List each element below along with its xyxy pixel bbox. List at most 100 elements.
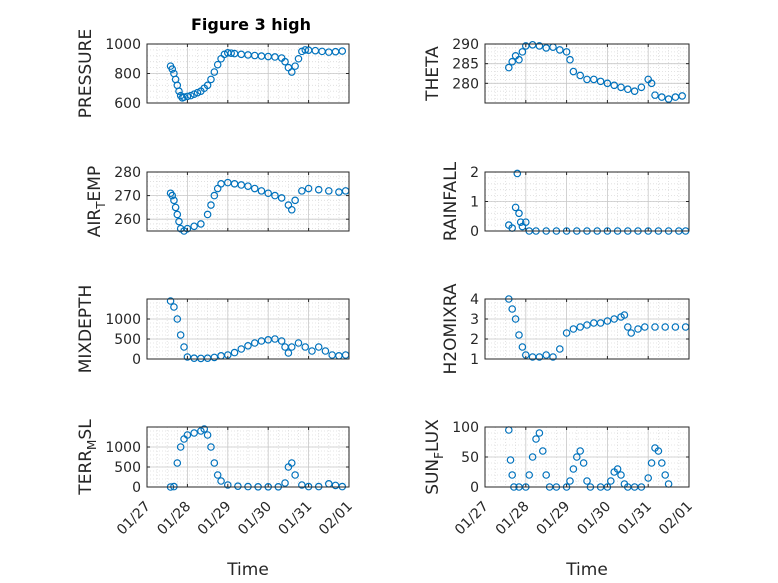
data-point bbox=[508, 57, 517, 66]
data-point bbox=[671, 323, 680, 331]
data-point bbox=[203, 210, 212, 219]
data-point bbox=[508, 305, 517, 313]
data-point bbox=[647, 79, 656, 88]
data-point bbox=[175, 217, 183, 226]
data-point bbox=[613, 465, 622, 473]
data-point bbox=[657, 459, 666, 467]
data-point bbox=[603, 79, 612, 88]
x-tick-label: 01/30 bbox=[574, 499, 614, 539]
y-tick-label: 800 bbox=[114, 67, 141, 83]
data-point bbox=[200, 425, 209, 433]
data-point bbox=[294, 339, 303, 347]
x-tick-label: 02/01 bbox=[656, 499, 696, 539]
data-point bbox=[173, 210, 182, 219]
y-tick-label: 3 bbox=[470, 312, 479, 328]
data-point bbox=[528, 453, 537, 461]
y-tick-label: 285 bbox=[452, 57, 479, 73]
data-point bbox=[298, 187, 306, 195]
x-axis-label: Time bbox=[226, 560, 269, 580]
data-point bbox=[637, 83, 646, 92]
y-axis-label: RAINFALL bbox=[441, 161, 461, 241]
x-tick-label: 02/01 bbox=[316, 499, 356, 539]
data-point bbox=[180, 93, 188, 101]
y-axis-label: MIXDEPTH bbox=[76, 285, 96, 374]
data-point bbox=[314, 185, 323, 194]
data-point bbox=[569, 325, 578, 333]
data-point bbox=[538, 447, 547, 455]
data-point bbox=[183, 431, 192, 439]
data-point bbox=[271, 191, 279, 200]
data-point bbox=[173, 459, 182, 467]
data-point bbox=[596, 77, 605, 86]
data-point bbox=[183, 92, 192, 101]
data-point bbox=[301, 343, 310, 351]
y-tick-label: 0 bbox=[132, 352, 141, 368]
y-tick-label: 4 bbox=[470, 292, 479, 308]
data-point bbox=[542, 351, 551, 359]
data-point bbox=[518, 48, 527, 56]
data-point bbox=[244, 182, 252, 190]
data-point bbox=[207, 75, 215, 84]
y-tick-label: 280 bbox=[452, 76, 479, 92]
data-point bbox=[210, 191, 219, 200]
data-point bbox=[647, 459, 656, 467]
data-point bbox=[175, 87, 183, 96]
data-point bbox=[562, 329, 571, 337]
y-tick-label: 500 bbox=[114, 460, 141, 476]
x-tick-label: 01/27 bbox=[114, 499, 154, 539]
data-point bbox=[535, 353, 544, 361]
y-tick-label: 1 bbox=[470, 352, 479, 368]
panel-sun-flux: 0 50 100 SUNFLUX 01/27 01/28 01/29 01/30 01/31 02… bbox=[423, 419, 696, 580]
data-point bbox=[170, 303, 178, 311]
axes-box bbox=[146, 171, 350, 232]
data-point bbox=[210, 68, 219, 76]
data-point bbox=[583, 321, 591, 329]
data-point bbox=[207, 201, 215, 209]
data-point bbox=[230, 348, 239, 357]
data-point bbox=[511, 203, 520, 212]
data-point bbox=[606, 477, 615, 485]
data-point bbox=[171, 203, 180, 212]
data-point bbox=[521, 218, 530, 226]
y-tick-label: 2 bbox=[470, 165, 479, 181]
data-point bbox=[180, 343, 188, 351]
data-point bbox=[661, 471, 670, 479]
x-axis-label: Time bbox=[565, 560, 608, 580]
y-tick-label: 1000 bbox=[105, 312, 141, 328]
data-point bbox=[287, 459, 296, 467]
data-point bbox=[284, 349, 293, 357]
y-tick-label: 0 bbox=[470, 224, 479, 240]
data-point bbox=[203, 431, 212, 439]
data-point bbox=[168, 65, 177, 73]
data-point bbox=[617, 83, 625, 92]
data-point bbox=[566, 55, 574, 64]
data-point bbox=[525, 471, 534, 479]
axes-box bbox=[146, 426, 350, 488]
data-point bbox=[572, 453, 581, 461]
data-point bbox=[183, 224, 192, 233]
data-point bbox=[678, 92, 687, 100]
data-point bbox=[576, 71, 585, 80]
panel-pressure: 600 800 1000 PRESSURE bbox=[76, 29, 350, 118]
panel-theta: 280 285 290 THETA bbox=[423, 37, 690, 104]
data-point bbox=[516, 218, 525, 226]
data-point bbox=[664, 95, 673, 103]
data-point bbox=[555, 46, 564, 54]
data-point bbox=[324, 187, 333, 195]
data-point bbox=[579, 459, 588, 467]
data-point bbox=[224, 481, 232, 489]
data-point bbox=[515, 55, 523, 64]
data-point bbox=[234, 482, 242, 491]
data-point bbox=[287, 343, 296, 351]
data-point bbox=[627, 329, 636, 337]
data-point bbox=[644, 474, 653, 482]
data-point bbox=[207, 443, 215, 451]
data-point bbox=[562, 48, 571, 56]
data-point bbox=[277, 337, 286, 345]
data-point bbox=[291, 471, 299, 479]
y-axis-label: H2OMIXRA bbox=[441, 283, 461, 374]
data-point bbox=[281, 57, 289, 66]
data-point bbox=[227, 49, 235, 57]
data-point bbox=[213, 471, 222, 479]
